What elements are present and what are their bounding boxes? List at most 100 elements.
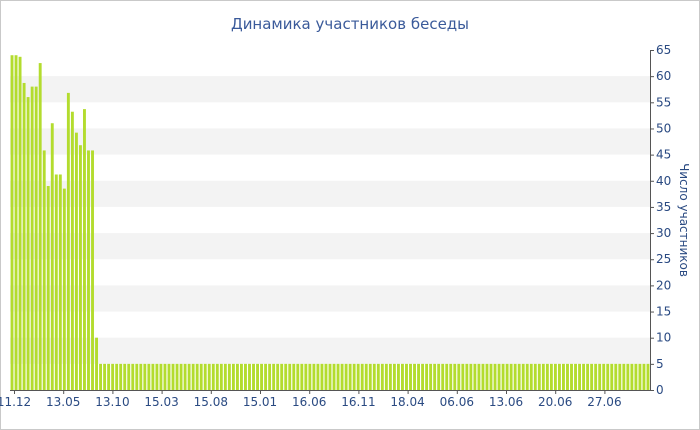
x-tick-label: 20.06 — [538, 395, 572, 409]
bar — [409, 363, 412, 390]
x-tick-label: 11.12 — [0, 395, 31, 409]
bar — [549, 363, 553, 390]
bar — [91, 150, 94, 390]
bar — [469, 363, 473, 390]
bar — [638, 363, 642, 390]
y-tick-label: 25 — [656, 252, 671, 266]
grid-band — [10, 180, 650, 207]
bar — [614, 363, 618, 390]
bar — [111, 363, 115, 390]
bar — [562, 363, 565, 390]
x-tick-label: 13.05 — [46, 395, 80, 409]
bar — [143, 363, 147, 390]
x-tick-label: 15.08 — [194, 395, 228, 409]
bar — [634, 363, 638, 390]
bar — [167, 363, 171, 390]
y-tick-label: 10 — [656, 331, 671, 345]
bar — [135, 363, 139, 390]
y-tick-label: 65 — [656, 43, 671, 57]
grid-band — [10, 233, 650, 260]
bar — [417, 363, 421, 390]
bar — [364, 363, 368, 390]
bar — [95, 337, 98, 390]
bar — [473, 363, 477, 390]
bar — [159, 363, 163, 390]
bar — [590, 363, 594, 390]
bar — [183, 363, 187, 390]
bar — [485, 363, 489, 390]
bar — [328, 363, 332, 390]
bar — [481, 363, 485, 390]
bar — [155, 363, 159, 390]
bar — [308, 363, 312, 390]
bar — [38, 63, 42, 390]
bar — [151, 363, 155, 390]
bar — [453, 363, 457, 390]
bar — [119, 363, 123, 390]
bar — [622, 363, 626, 390]
bar — [449, 363, 453, 390]
bar — [316, 363, 320, 390]
bar — [598, 363, 602, 390]
bar — [147, 363, 151, 390]
bar — [606, 363, 610, 390]
bar — [405, 363, 408, 390]
bar — [433, 363, 437, 390]
bar — [219, 363, 223, 390]
bar — [203, 363, 207, 390]
bar — [525, 363, 529, 390]
bar — [227, 363, 231, 390]
bar — [368, 363, 372, 390]
grid-band — [10, 285, 650, 312]
bar — [574, 363, 577, 390]
bar — [602, 363, 606, 390]
bar — [618, 363, 622, 390]
bar — [46, 186, 50, 390]
bar — [18, 56, 22, 391]
y-tick-label: 40 — [656, 174, 671, 188]
y-tick-label: 60 — [656, 69, 671, 83]
bar — [348, 363, 352, 390]
bar — [127, 363, 131, 390]
bars — [10, 55, 650, 391]
y-tick-label: 5 — [656, 357, 664, 371]
bar — [425, 363, 429, 390]
bar — [280, 363, 284, 390]
bar — [107, 363, 111, 390]
bar — [211, 363, 215, 390]
bar — [223, 363, 227, 390]
bar — [78, 145, 82, 390]
grid-band — [10, 337, 650, 364]
bar — [501, 363, 505, 390]
bar — [344, 363, 348, 390]
x-tick-label: 15.03 — [144, 395, 178, 409]
bar — [87, 150, 90, 390]
y-tick-label: 55 — [656, 95, 671, 109]
bar — [304, 363, 308, 390]
bar — [171, 363, 175, 390]
bar — [34, 86, 38, 390]
y-tick-labels: 0 5 10 15 20 25 30 35 40 45 50 55 60 65 — [650, 43, 671, 397]
bar — [541, 363, 545, 390]
bar — [626, 363, 630, 390]
bar — [513, 363, 517, 390]
bar — [276, 363, 280, 390]
bar — [191, 363, 195, 390]
bar — [312, 363, 316, 390]
bar — [292, 363, 296, 390]
bar — [336, 363, 340, 390]
bar — [533, 363, 537, 390]
bar — [505, 363, 509, 390]
bar — [356, 363, 360, 390]
bar — [610, 363, 614, 390]
bar — [646, 363, 650, 390]
y-tick-label: 20 — [656, 278, 671, 292]
y-tick-label: 30 — [656, 226, 671, 240]
bar — [284, 363, 288, 390]
bar — [421, 363, 425, 390]
bar — [103, 363, 107, 390]
bar — [582, 363, 586, 390]
bar — [537, 363, 541, 390]
bar — [139, 363, 143, 390]
